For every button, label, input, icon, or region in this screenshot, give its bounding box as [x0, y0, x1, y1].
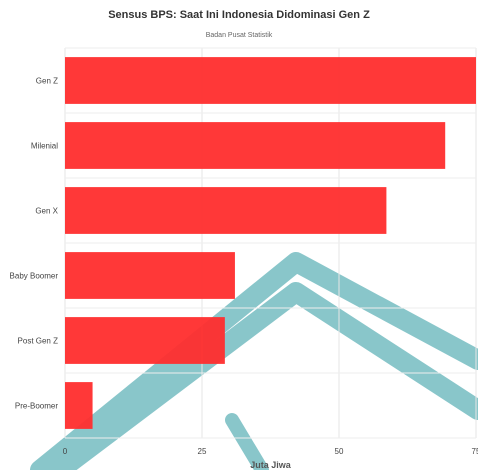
x-tick-label: 75 — [472, 447, 478, 456]
bars-group — [65, 57, 476, 429]
bar[interactable] — [65, 122, 446, 169]
bar[interactable] — [65, 317, 225, 364]
category-label: Milenial — [31, 142, 58, 151]
category-label: Post Gen Z — [18, 337, 59, 346]
x-tick-label: 25 — [198, 447, 207, 456]
category-label: Gen X — [35, 207, 58, 216]
category-label: Baby Boomer — [10, 272, 59, 281]
chart-subtitle: Badan Pusat Statistik — [205, 32, 273, 39]
x-axis-title: Juta Jiwa — [250, 460, 292, 470]
x-tick-label: 50 — [335, 447, 344, 456]
category-labels: Gen Z Milenial Gen X Baby Boomer Post Gen Z P… — [10, 77, 59, 411]
category-label: Gen Z — [36, 77, 58, 86]
bar[interactable] — [65, 57, 476, 104]
grid-lines — [64, 47, 477, 439]
bar[interactable] — [65, 252, 235, 299]
bar[interactable] — [65, 382, 93, 429]
watermark-logo — [30, 252, 478, 470]
category-label: Pre-Boomer — [15, 402, 58, 411]
bar[interactable] — [65, 187, 387, 234]
chart-title: Sensus BPS: Saat Ini Indonesia Didominas… — [108, 9, 370, 21]
x-tick-label: 0 — [63, 447, 68, 456]
tick-labels: 0 25 50 75 — [63, 447, 478, 456]
